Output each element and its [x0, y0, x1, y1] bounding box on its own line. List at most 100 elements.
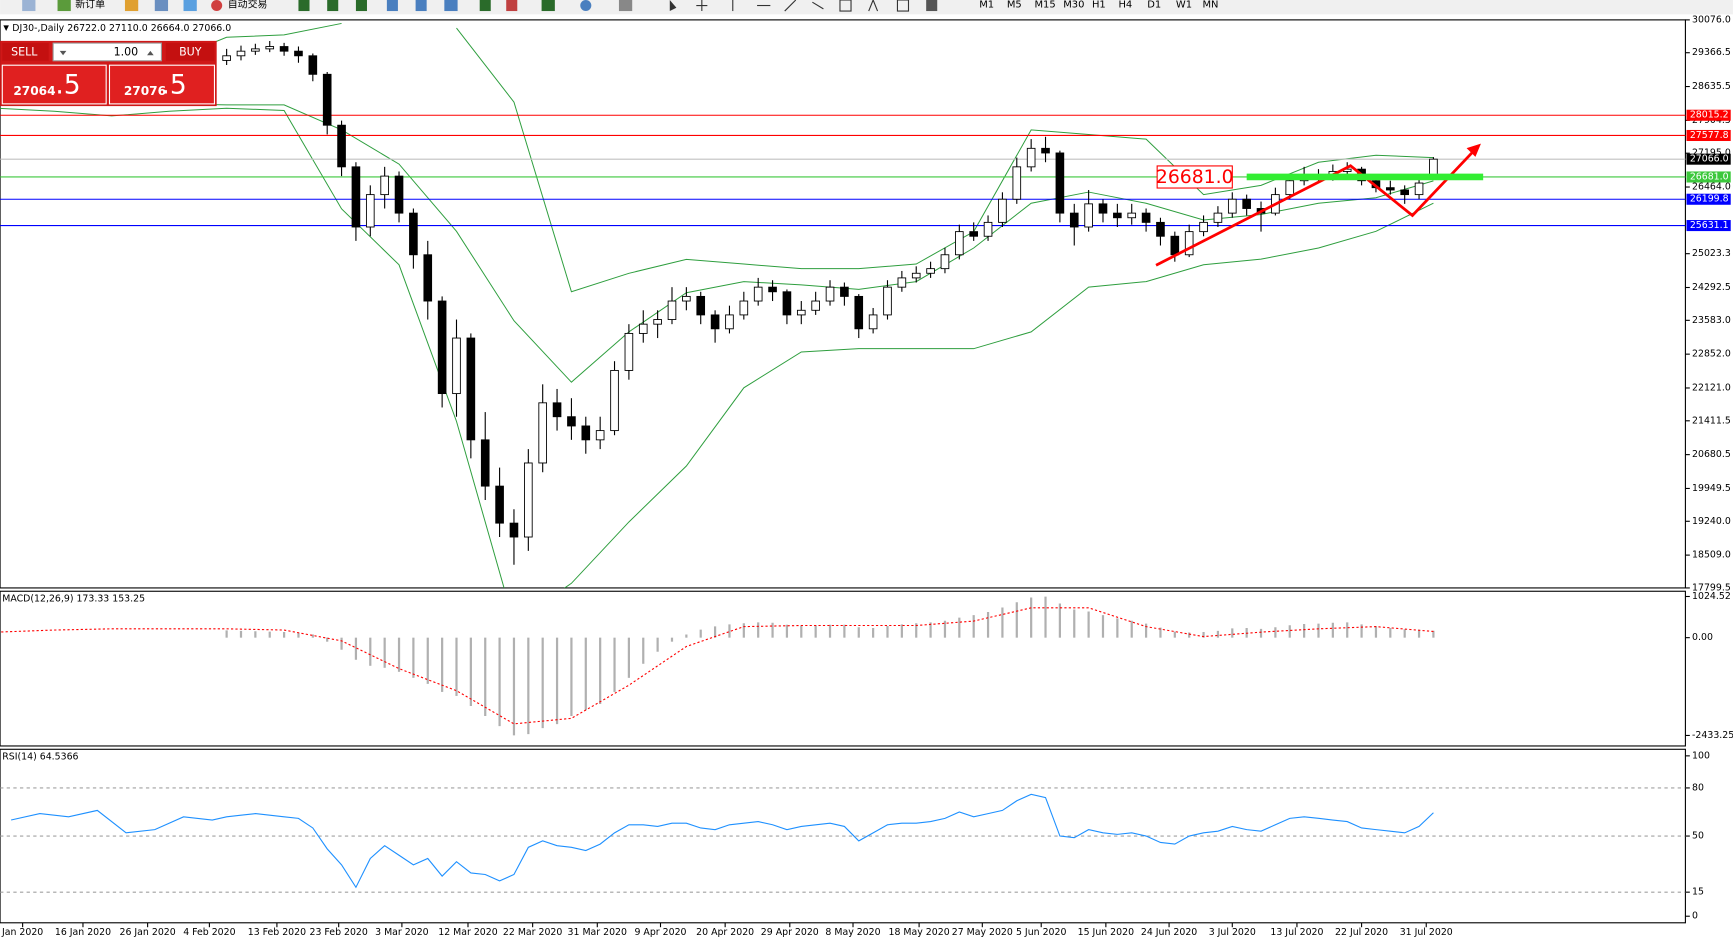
icon[interactable] [784, 0, 797, 12]
icon[interactable] [896, 0, 910, 12]
timeframe[interactable]: H1 [1092, 0, 1106, 10]
timeframe[interactable]: H4 [1118, 0, 1132, 10]
pane-frame [0, 19, 1686, 589]
candle-body [322, 73, 332, 126]
icon[interactable] [868, 0, 879, 12]
macd-plot [0, 596, 1435, 736]
timeframe[interactable]: MN [1202, 0, 1218, 10]
y-tick-label: 24292.5 [1692, 282, 1731, 293]
sell-label[interactable]: SELL [11, 45, 38, 58]
candle-body [423, 254, 433, 302]
timeframe[interactable]: M30 [1063, 0, 1084, 10]
candle-body [251, 48, 260, 52]
icon[interactable] [839, 0, 852, 12]
candle-body [380, 175, 389, 196]
candle-body [868, 314, 878, 330]
candle-body [279, 46, 289, 52]
price-level-label: 26199.8 [1690, 194, 1729, 205]
icon[interactable] [812, 1, 824, 10]
icon[interactable] [669, 0, 677, 12]
y-tick-label: 26464.0 [1692, 182, 1731, 193]
lot-up[interactable] [147, 50, 154, 56]
icon[interactable] [327, 0, 339, 12]
icon[interactable] [444, 0, 458, 12]
icon[interactable] [580, 0, 592, 12]
new-order[interactable]: 新订单 [75, 0, 105, 10]
buy-button[interactable] [165, 43, 215, 61]
candle-body [1084, 203, 1093, 228]
macd-pane [0, 590, 1686, 747]
buy-label[interactable]: BUY [179, 45, 202, 58]
candle-body [567, 416, 576, 427]
lot-value[interactable]: 1.00 [114, 45, 139, 58]
collapse-icon[interactable] [3, 25, 9, 31]
timeframe[interactable]: M1 [979, 0, 994, 10]
candle-body [1199, 221, 1208, 233]
buy-fraction[interactable]: .5 [161, 70, 186, 101]
candle-body [394, 175, 404, 214]
candle-body [710, 314, 720, 330]
icon[interactable] [154, 0, 169, 12]
icon[interactable] [22, 0, 36, 12]
timeframe[interactable]: D1 [1147, 0, 1161, 10]
icon[interactable] [696, 0, 708, 12]
candle-body [811, 300, 820, 311]
icon[interactable] [124, 0, 139, 12]
icon[interactable] [479, 0, 491, 12]
icon[interactable] [183, 0, 197, 12]
auto-trading[interactable]: 自动交易 [228, 0, 268, 10]
candle-body [351, 166, 361, 228]
x-tick-label: 22 Mar 2020 [503, 927, 562, 938]
macd-signal [0, 607, 1434, 725]
icon[interactable] [211, 0, 223, 12]
sell-fraction[interactable]: .5 [55, 70, 80, 101]
candle-body [1242, 198, 1251, 209]
price-pane [0, 19, 1686, 589]
candle-body [509, 522, 519, 538]
price-level-label: 26681.0 [1690, 171, 1729, 182]
candle-body [1170, 235, 1180, 256]
y-tick-label: 0 [1692, 911, 1698, 922]
price-level-tag [1686, 153, 1731, 165]
candle-body [294, 50, 303, 57]
icon[interactable] [618, 0, 633, 12]
price-level-label: 25631.1 [1690, 220, 1729, 231]
candle-body [753, 286, 763, 302]
icon[interactable] [57, 0, 71, 12]
candle-body [1098, 203, 1108, 214]
icon[interactable] [541, 0, 555, 12]
timeframe[interactable]: M15 [1034, 0, 1055, 10]
candle-body [1227, 198, 1237, 214]
sell-price[interactable]: 27064 [13, 84, 55, 98]
icon[interactable] [415, 0, 427, 12]
x-tick-label: 3 Jul 2020 [1209, 927, 1256, 938]
lot-input[interactable] [52, 42, 162, 62]
candle-body [638, 323, 648, 334]
candle-body [1156, 221, 1165, 237]
timeframe[interactable]: W1 [1176, 0, 1192, 10]
candle-body [696, 295, 706, 316]
icon[interactable] [926, 0, 938, 12]
candle-body [1113, 212, 1122, 219]
buy-price[interactable]: 27076 [124, 84, 166, 98]
timeframe[interactable]: M5 [1007, 0, 1022, 10]
icon[interactable] [355, 0, 367, 12]
candle-body [1041, 147, 1050, 154]
icon[interactable] [298, 0, 310, 12]
x-tick-label: 8 May 2020 [825, 927, 880, 938]
icon[interactable] [386, 0, 398, 12]
candle-body [1285, 180, 1295, 196]
candle-body [236, 50, 246, 57]
lot-down[interactable] [59, 50, 67, 56]
y-tick-label: 21411.5 [1692, 415, 1731, 426]
y-tick-label: 19949.5 [1692, 483, 1731, 494]
x-tick-label: 22 Jul 2020 [1335, 927, 1388, 938]
buy-price-box[interactable] [108, 64, 216, 105]
icon[interactable] [506, 0, 518, 12]
rsi-line [11, 793, 1434, 889]
sell-price-box[interactable] [1, 64, 107, 105]
sell-button[interactable] [2, 43, 49, 61]
candle-body [538, 402, 548, 464]
candle-body [969, 231, 979, 237]
